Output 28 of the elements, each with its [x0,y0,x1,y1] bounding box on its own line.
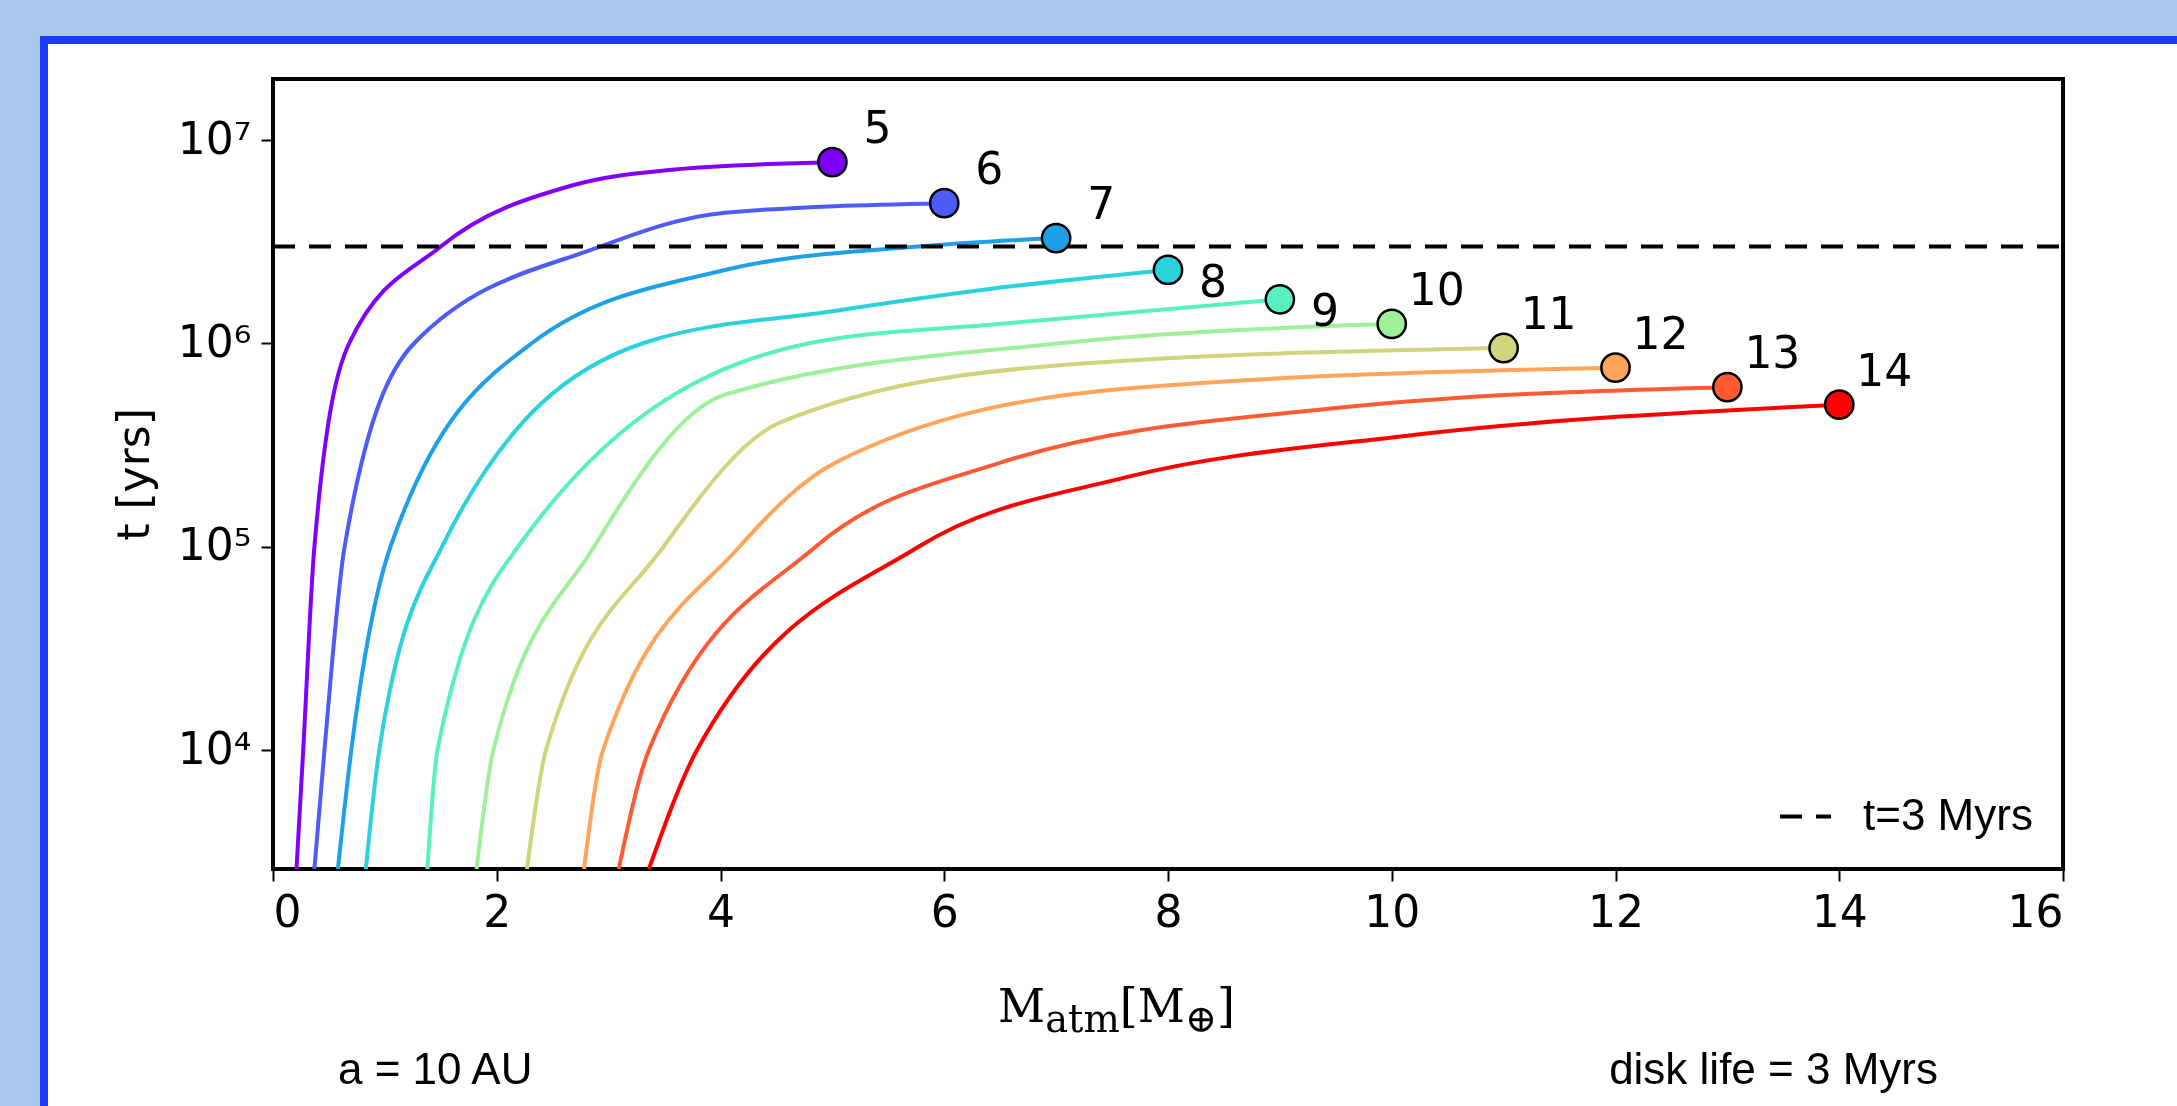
x-tick-label: 8 [1154,885,1183,937]
y-tick-label: 10⁷ [177,112,252,164]
x-tick-label: 4 [707,885,735,937]
series-label: 9 [1310,285,1339,337]
x-axis-title: M$_{atm}$[M$_{⊕}$] [997,979,1236,1042]
y-tick-label: 10⁵ [177,519,252,571]
series-label: 12 [1632,307,1689,359]
y-tick-label: 10⁴ [177,722,252,774]
text: disk life = 3 Myrs [1609,1044,1938,1094]
series-label: 13 [1744,327,1801,379]
x-tick-label: 10 [1364,885,1421,937]
series-label: 8 [1199,255,1227,307]
y-tick-label: 10⁶ [177,315,252,367]
x-tick-label: 12 [1588,885,1644,937]
x-tick-label: 2 [483,885,512,937]
series-label: 10 [1408,263,1465,315]
series-label: 11 [1520,288,1577,340]
x-tick-label: 0 [273,885,302,937]
text: a = 10 AU [338,1044,533,1094]
series-label: 7 [1087,178,1116,230]
legend-label: t=3 Myrs [1863,789,2033,839]
x-tick-label: 6 [930,885,959,937]
x-tick-label: 16 [2007,885,2064,937]
series-label: 5 [863,102,892,154]
series-label: 14 [1856,344,1913,396]
x-tick-label: 14 [1811,885,1868,937]
series-label: 6 [975,143,1004,195]
y-axis-title: t [yrs] [107,408,159,541]
